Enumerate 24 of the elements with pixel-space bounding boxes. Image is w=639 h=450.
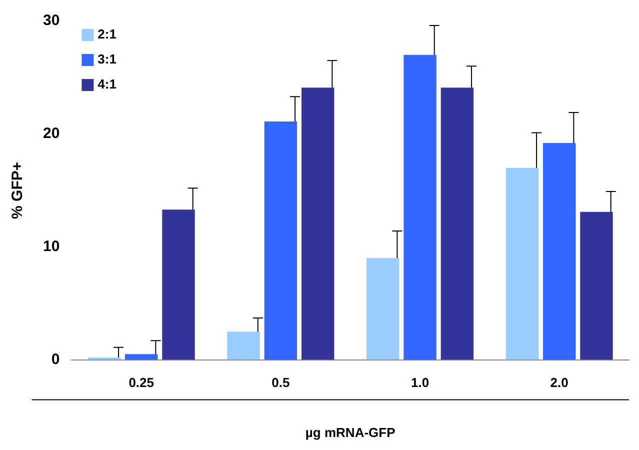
y-tick-label: 10 <box>42 238 60 256</box>
legend-label: 4:1 <box>98 76 116 92</box>
x-tick-label: 2.0 <box>550 375 568 390</box>
bar <box>227 332 260 360</box>
bar <box>506 168 539 360</box>
x-axis-title: µg mRNA-GFP <box>305 424 396 440</box>
y-axis-title: % GFP+ <box>9 162 26 219</box>
bar <box>542 142 576 360</box>
y-tick-label: 30 <box>42 12 60 30</box>
bar <box>264 122 298 360</box>
bar <box>301 88 334 360</box>
y-tick-label: 20 <box>42 125 60 142</box>
y-tick-label: 0 <box>51 350 60 368</box>
x-tick-label: 0.25 <box>128 375 154 390</box>
legend-label: 3:1 <box>98 52 116 67</box>
bar <box>366 258 400 360</box>
bar <box>404 54 436 360</box>
bar <box>440 88 474 360</box>
bar <box>162 210 195 360</box>
bar <box>125 354 158 360</box>
legend-label: 2:1 <box>98 26 116 42</box>
x-tick-label: 1.0 <box>410 375 430 390</box>
bar <box>580 212 613 360</box>
x-tick-label: 0.5 <box>272 375 290 390</box>
